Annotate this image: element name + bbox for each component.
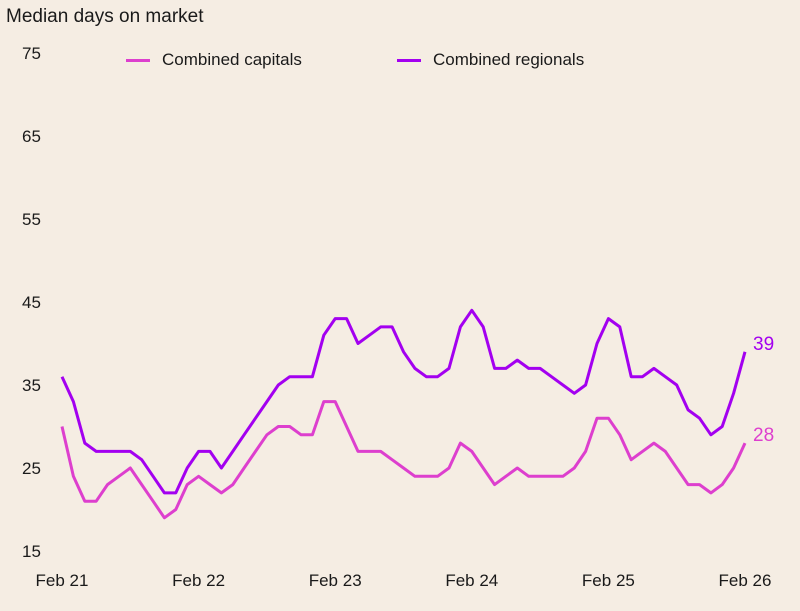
legend-label-regionals: Combined regionals: [433, 50, 585, 69]
series-line-regionals: [60, 308, 747, 495]
x-tick-label: Feb 22: [172, 571, 225, 590]
legend-label-capitals: Combined capitals: [162, 50, 302, 69]
chart-title: Median days on market: [6, 6, 204, 27]
y-tick-label: 35: [22, 376, 41, 395]
x-tick-label: Feb 23: [309, 571, 362, 590]
end-value-label: 39: [753, 334, 774, 355]
legend-swatch-capitals: [126, 58, 150, 62]
end-value-label: 28: [753, 425, 774, 446]
y-tick-label: 25: [22, 459, 41, 478]
series-line-capitals: [60, 400, 747, 520]
legend-item-capitals: Combined capitals: [126, 50, 302, 70]
x-tick-label: Feb 25: [582, 571, 635, 590]
y-tick-label: 45: [22, 293, 41, 312]
y-tick-label: 75: [22, 44, 41, 63]
y-tick-label: 65: [22, 127, 41, 146]
y-tick-label: 15: [22, 542, 41, 561]
legend-item-regionals: Combined regionals: [397, 50, 584, 70]
x-tick-label: Feb 24: [445, 571, 498, 590]
x-tick-label: Feb 21: [36, 571, 89, 590]
x-tick-label: Feb 26: [719, 571, 772, 590]
legend-swatch-regionals: [397, 58, 421, 62]
y-tick-label: 55: [22, 210, 41, 229]
